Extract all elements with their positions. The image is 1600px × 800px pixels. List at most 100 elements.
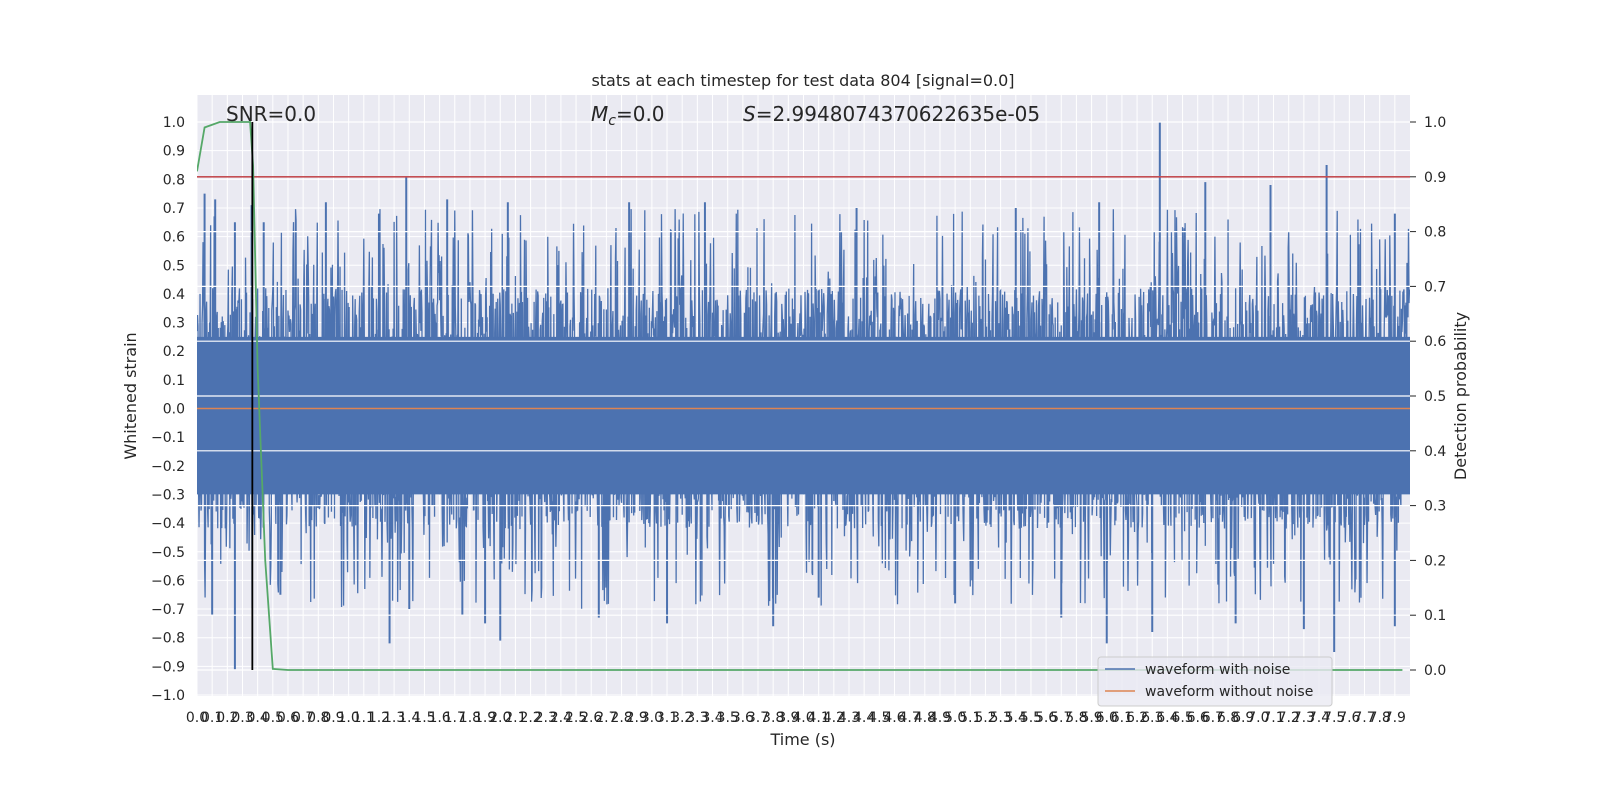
y2-tick-label: 0.8 (1424, 225, 1446, 241)
chirp-mass-value: =0.0 (616, 102, 665, 126)
y-tick-label: −0.5 (151, 545, 185, 561)
x-tick-label: 5.7 (1050, 710, 1072, 726)
x-tick-label: 7.4 (1308, 710, 1330, 726)
x-tick-label: 3.2 (671, 710, 693, 726)
y-tick-label: 0.1 (163, 373, 185, 389)
x-tick-label: 2.7 (595, 710, 617, 726)
x-tick-label: 4.2 (823, 710, 845, 726)
y2-tick-label: 0.0 (1424, 663, 1446, 679)
x-tick-label: 4.4 (853, 710, 875, 726)
x-axis-ticks: 0.00.10.20.30.40.50.60.70.80.91.01.11.21… (186, 710, 1406, 726)
x-tick-label: 0.4 (247, 710, 269, 726)
y-tick-label: −0.1 (151, 430, 185, 446)
snr-annotation: SNR=0.0 (226, 102, 316, 126)
x-tick-label: 3.6 (732, 710, 754, 726)
detection-probability-line (197, 121, 1403, 671)
y2-tick-label: 0.2 (1424, 553, 1446, 569)
chirp-mass-subscript: c (608, 113, 616, 129)
y-tick-label: 0.4 (163, 287, 185, 303)
x-tick-label: 7.3 (1293, 710, 1315, 726)
y2-tick-label: 0.9 (1424, 170, 1446, 186)
x-tick-label: 3.4 (701, 710, 723, 726)
legend-label-clean: waveform without noise (1145, 684, 1313, 700)
y-tick-label: 0.8 (163, 172, 185, 188)
y-tick-label: 0.5 (163, 258, 185, 274)
x-tick-label: 3.7 (747, 710, 769, 726)
x-tick-label: 6.1 (1111, 710, 1133, 726)
detection-stat-value: =2.9948074370622635e-05 (756, 102, 1040, 126)
y2-tick-label: 0.3 (1424, 499, 1446, 515)
x-tick-label: 7.8 (1369, 710, 1391, 726)
x-tick-label: 7.0 (1247, 710, 1269, 726)
left-axis-ticks: −1.0 −0.9 −0.8 −0.7 −0.6 −0.5 −0.4 −0.3 −0.2 −0.1… (151, 115, 185, 704)
y2-axis-label: Detection probability (1451, 312, 1470, 480)
x-tick-label: 1.5 (413, 710, 435, 726)
x-tick-label: 5.0 (944, 710, 966, 726)
x-tick-label: 0.5 (262, 710, 284, 726)
detection-stat-annotation: S=2.9948074370622635e-05 (743, 102, 1040, 126)
x-axis-label: Time (s) (769, 730, 835, 749)
x-tick-label: 4.8 (914, 710, 936, 726)
y-tick-label: −0.6 (151, 573, 185, 589)
x-tick-label: 3.0 (641, 710, 663, 726)
x-tick-label: 1.4 (398, 710, 420, 726)
x-tick-label: 1.7 (444, 710, 466, 726)
x-tick-label: 6.9 (1232, 710, 1254, 726)
x-tick-label: 5.9 (1080, 710, 1102, 726)
x-tick-label: 6.5 (1171, 710, 1193, 726)
y2-tick-label: 0.1 (1424, 608, 1446, 624)
x-tick-label: 0.2 (216, 710, 238, 726)
x-tick-label: 5.5 (1020, 710, 1042, 726)
x-tick-label: 1.8 (459, 710, 481, 726)
x-tick-label: 1.3 (383, 710, 405, 726)
x-tick-label: 6.7 (1202, 710, 1224, 726)
x-tick-label: 7.7 (1353, 710, 1375, 726)
y-tick-label: 0.3 (163, 316, 185, 332)
y-tick-label: −1.0 (151, 688, 185, 704)
y-tick-label: −0.3 (151, 487, 185, 503)
legend-label-noise: waveform with noise (1145, 662, 1290, 678)
x-tick-label: 2.6 (580, 710, 602, 726)
x-tick-label: 5.2 (974, 710, 996, 726)
x-tick-label: 7.5 (1323, 710, 1345, 726)
x-tick-label: 3.5 (717, 710, 739, 726)
y-axis-label: Whitened strain (121, 332, 140, 459)
y2-tick-label: 1.0 (1424, 115, 1446, 131)
x-tick-label: 4.5 (868, 710, 890, 726)
noise-waveform-band (197, 336, 1410, 495)
x-tick-label: 0.9 (322, 710, 344, 726)
x-tick-label: 3.1 (656, 710, 678, 726)
y2-tick-label: 0.4 (1424, 444, 1446, 460)
x-tick-label: 3.8 (762, 710, 784, 726)
x-tick-label: 5.8 (1065, 710, 1087, 726)
x-tick-label: 1.6 (428, 710, 450, 726)
x-tick-label: 0.0 (186, 710, 208, 726)
y-tick-label: 0.2 (163, 344, 185, 360)
right-axis-ticks: 0.0 0.1 0.2 0.3 0.4 0.5 0.6 0.7 0.8 0.9 1.0 (1410, 115, 1446, 679)
y-tick-label: 0.6 (163, 230, 185, 246)
x-tick-label: 5.4 (1005, 710, 1027, 726)
x-tick-label: 0.8 (307, 710, 329, 726)
chart-title: stats at each timestep for test data 804… (591, 71, 1014, 90)
x-tick-label: 1.1 (353, 710, 375, 726)
x-tick-label: 4.6 (883, 710, 905, 726)
chirp-mass-annotation: Mc=0.0 (591, 102, 665, 129)
y-tick-label: 0.7 (163, 201, 185, 217)
y-tick-label: −0.7 (151, 602, 185, 618)
x-tick-label: 6.2 (1126, 710, 1148, 726)
x-tick-label: 4.0 (792, 710, 814, 726)
x-tick-label: 6.0 (1096, 710, 1118, 726)
x-tick-label: 6.6 (1187, 710, 1209, 726)
y2-tick-label: 0.6 (1424, 334, 1446, 350)
x-tick-label: 2.8 (610, 710, 632, 726)
x-tick-label: 5.1 (959, 710, 981, 726)
x-tick-label: 0.6 (277, 710, 299, 726)
series-layer (197, 121, 1410, 671)
x-tick-label: 0.7 (292, 710, 314, 726)
x-tick-label: 3.9 (777, 710, 799, 726)
legend: waveform with noise waveform without noi… (1097, 656, 1333, 707)
x-tick-label: 0.1 (201, 710, 223, 726)
x-tick-label: 7.1 (1262, 710, 1284, 726)
x-tick-label: 7.6 (1338, 710, 1360, 726)
